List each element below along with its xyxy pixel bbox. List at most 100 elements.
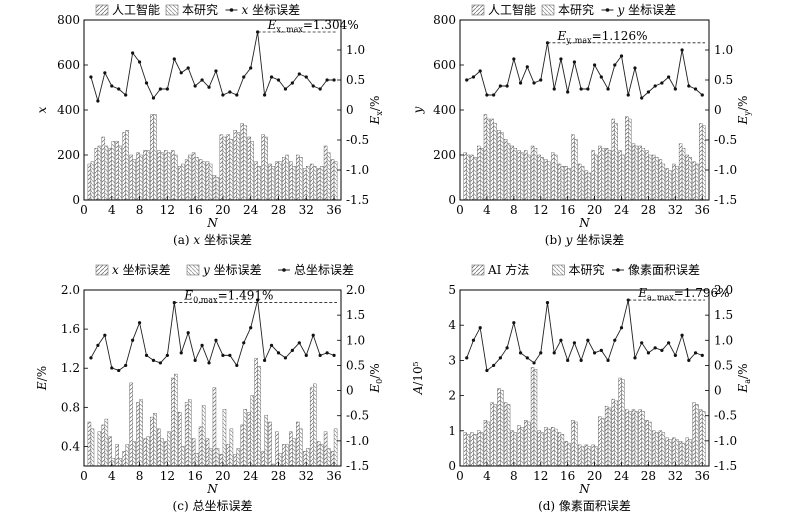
legend-marker [229, 8, 234, 12]
error-point [137, 321, 142, 325]
bar-a [584, 170, 589, 201]
x-tick-label: 0 [456, 469, 464, 483]
x-tick-label: 8 [510, 203, 518, 217]
legend-label: y 坐标误差 [617, 3, 677, 17]
legend-hatch-swatch [471, 264, 485, 276]
bar-b [493, 123, 497, 201]
error-point [646, 351, 651, 355]
error-point [144, 81, 149, 85]
bar-b [167, 152, 171, 201]
x-tick-label: 36 [695, 203, 710, 217]
error-point [673, 87, 677, 91]
y-left-tick-label: 4 [448, 318, 456, 332]
bar-a [503, 139, 508, 201]
error-point [311, 333, 315, 337]
bar-b [285, 444, 289, 467]
legend-hatch-swatch [95, 264, 109, 276]
bar-b [264, 136, 268, 201]
bar-b [513, 148, 518, 201]
bar-b [104, 418, 109, 467]
bar-a [463, 432, 467, 467]
bar-a [177, 166, 182, 201]
error-point [228, 90, 232, 94]
error-point [592, 63, 597, 67]
x-tick-label: 32 [299, 469, 314, 483]
bar-b [208, 163, 213, 201]
bar-b [90, 428, 95, 467]
error-point [559, 57, 563, 61]
bar-a [316, 168, 321, 201]
bar-a [699, 409, 703, 467]
chart-panel-3: Ea, max=1.796%0 4 8 12 16 20 24 28 32 36012345-1.… [411, 262, 752, 513]
error-point [131, 338, 135, 342]
bar-b [194, 157, 199, 201]
error-point [518, 81, 523, 85]
error-point [485, 93, 489, 97]
x-tick-label: 12 [160, 469, 175, 483]
bar-a [191, 152, 196, 201]
error-point [117, 368, 121, 373]
error-point [606, 358, 610, 362]
bar-a [108, 436, 112, 467]
error-line [90, 299, 335, 371]
x-tick-label: 36 [326, 203, 341, 217]
error-point [640, 96, 644, 100]
x-tick-label: 32 [668, 203, 683, 217]
error-point [242, 341, 246, 345]
bar-b [580, 446, 585, 467]
error-point [276, 78, 281, 82]
bar-b [648, 154, 652, 201]
error-point [572, 341, 577, 345]
bar-b [299, 428, 303, 467]
y-right-tick-label: 0.5 [714, 358, 733, 372]
y-right-tick-label: -1.0 [714, 163, 737, 177]
bar-a [108, 148, 112, 201]
bar-a [330, 451, 335, 467]
error-point [680, 333, 684, 337]
chart-panel-0: Ex, max=1.304% 0 4 8 12 16 20 24 28 32 36 0 200 400 60… [35, 2, 384, 247]
error-point [318, 353, 322, 357]
bar-a [517, 150, 521, 201]
bar-a [240, 424, 244, 467]
bar-b [547, 428, 551, 467]
y-right-tick-label: 1.0 [346, 43, 365, 57]
bar-b [695, 404, 699, 467]
x-tick-label: 0 [80, 203, 88, 217]
bar-a [524, 420, 528, 467]
x-tick-label: 20 [587, 469, 602, 483]
error-point [283, 356, 288, 360]
error-point [667, 341, 671, 345]
legend-label: 人工智能 [488, 2, 536, 17]
error-point [179, 351, 183, 355]
x-tick-label: 12 [533, 203, 548, 217]
bar-b [319, 444, 324, 467]
bar-a [129, 154, 133, 201]
bar-a [598, 145, 602, 201]
y-left-tick-label: 200 [57, 148, 80, 162]
y-left-tick-label: 600 [57, 58, 80, 72]
error-point [640, 341, 644, 345]
error-point [235, 363, 239, 368]
bar-a [658, 430, 663, 467]
y-right-tick-label: 1.0 [714, 43, 733, 57]
bar-b [215, 177, 220, 201]
error-point [505, 84, 509, 88]
bar-a [604, 405, 609, 467]
bar-a [101, 424, 106, 467]
bar-b [111, 457, 116, 467]
y-right-label: Ea/% [736, 364, 752, 394]
y-left-tick-label: 2.0 [61, 283, 80, 297]
error-point [646, 90, 651, 94]
error-point [566, 90, 570, 94]
panel-caption: (a) x 坐标误差 [173, 233, 252, 247]
error-point [256, 298, 260, 302]
error-point [539, 78, 543, 82]
bar-a [618, 377, 622, 467]
bar-a [254, 161, 258, 201]
bar-a [625, 409, 629, 467]
bar-b [668, 439, 672, 467]
bar-a [517, 425, 521, 467]
bar-b [688, 439, 692, 467]
error-point [492, 93, 496, 97]
error-point [228, 353, 232, 357]
